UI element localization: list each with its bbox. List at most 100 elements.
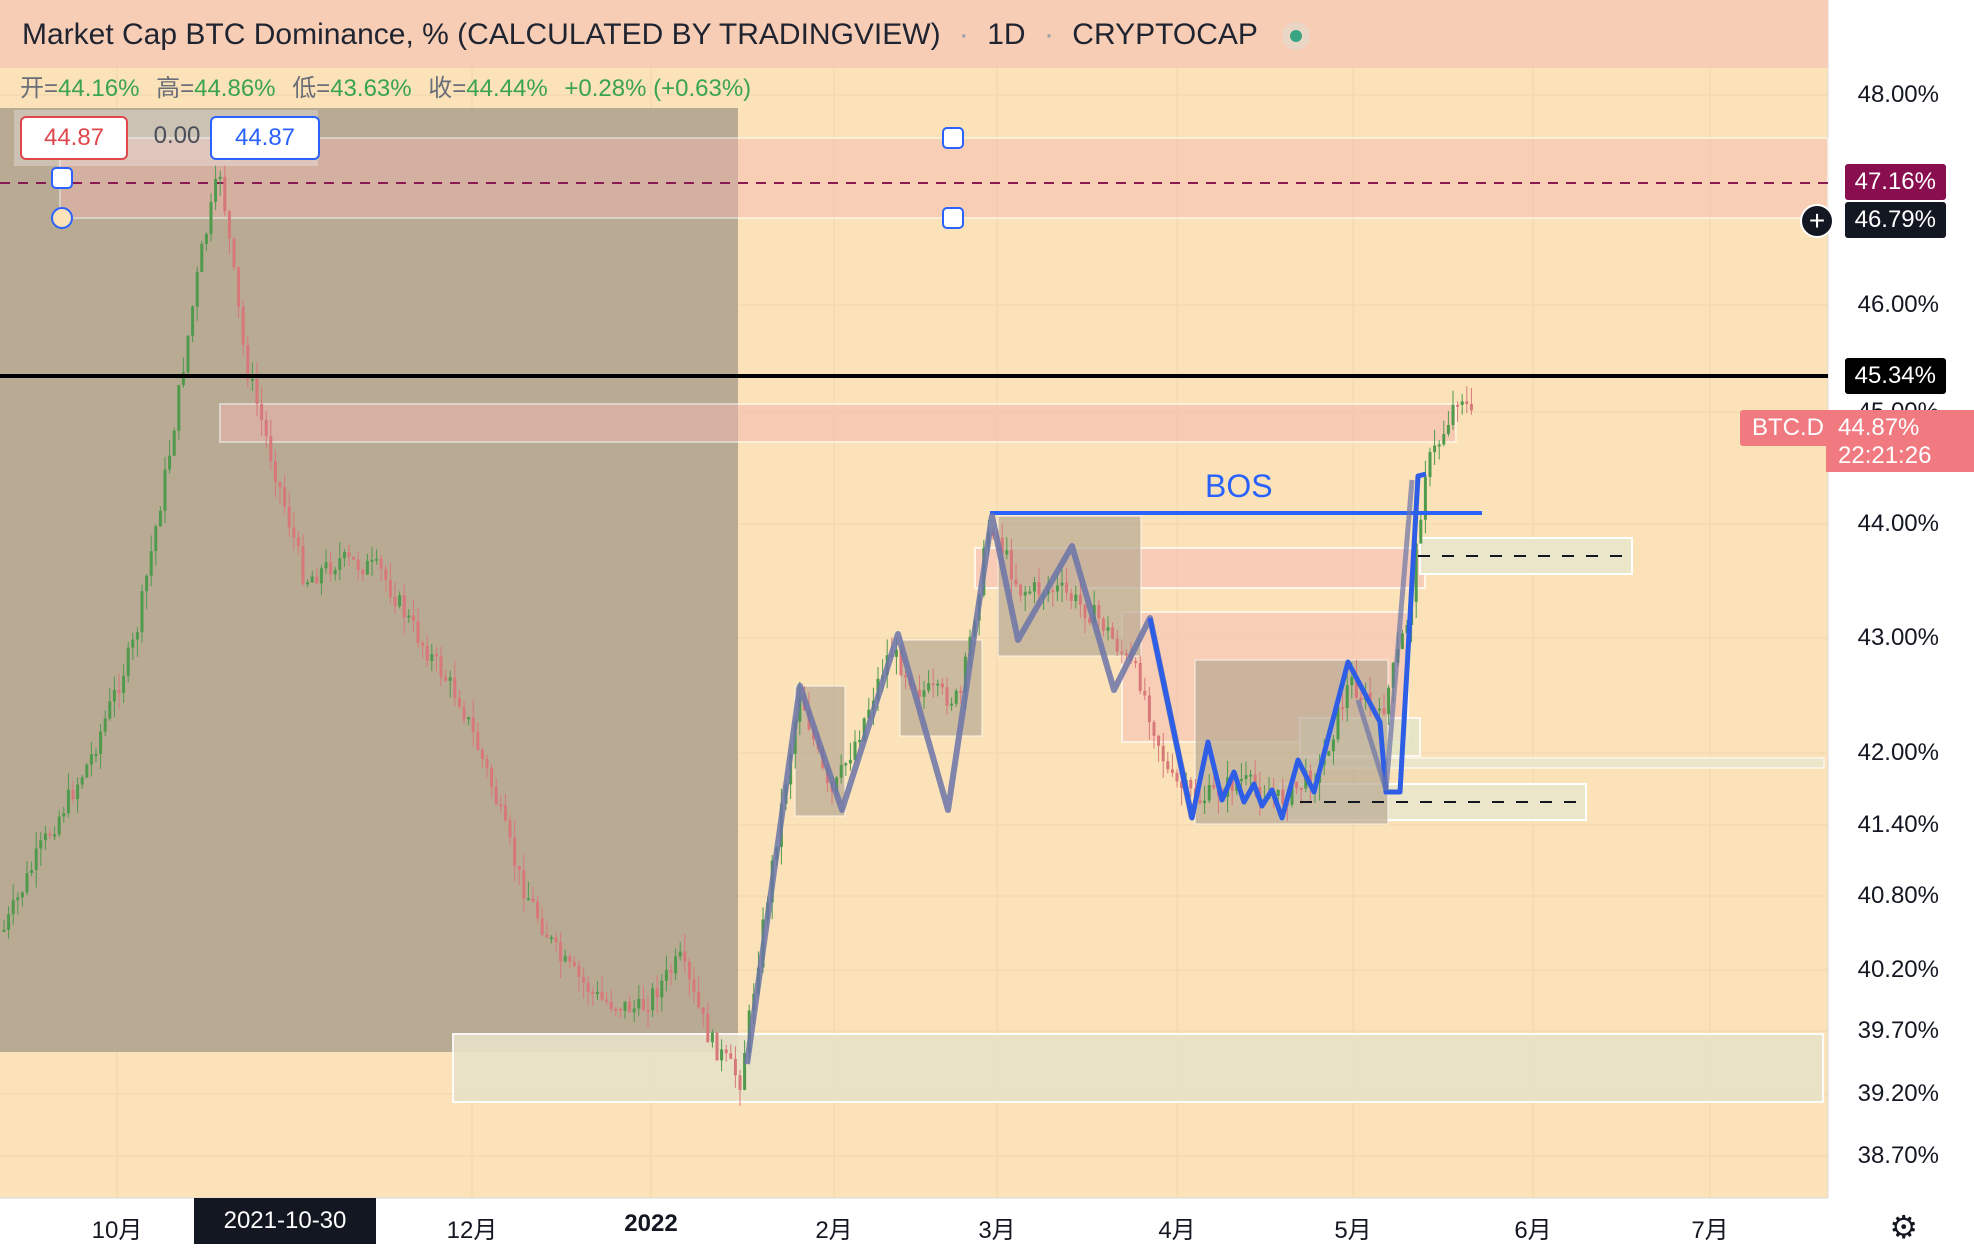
candle-body xyxy=(287,506,291,528)
candle-body xyxy=(1456,404,1460,407)
measure-left-value[interactable]: 44.87 xyxy=(20,116,128,160)
candle-body xyxy=(609,1001,613,1009)
zigzag-path-gray[interactable] xyxy=(744,513,1195,1065)
candle-body xyxy=(839,764,843,778)
low-value: 43.63% xyxy=(330,75,412,102)
candle-body xyxy=(158,510,162,527)
candle-body xyxy=(623,1001,627,1011)
candle-body xyxy=(425,645,429,661)
candle-body xyxy=(1120,651,1124,654)
candle-body xyxy=(329,562,333,575)
chart-legend[interactable]: Market Cap BTC Dominance, % (CALCULATED … xyxy=(22,18,1320,52)
candle-body xyxy=(462,707,466,720)
candle-body xyxy=(209,201,213,234)
candle-body xyxy=(306,582,310,585)
candle-body xyxy=(1442,434,1446,445)
candle-body xyxy=(586,982,590,992)
candle-body xyxy=(945,687,949,706)
candle-body xyxy=(324,562,328,569)
candle-body xyxy=(356,559,360,570)
candle-body xyxy=(1299,787,1303,790)
candle-body xyxy=(301,545,305,584)
measure-handle-bottom-left[interactable] xyxy=(51,207,73,229)
measure-tool-labels[interactable]: 44.87 0.00 44.87 xyxy=(14,110,320,166)
candle-body xyxy=(453,677,457,698)
candle-body xyxy=(333,570,337,575)
candle-body xyxy=(191,306,195,336)
candle-body xyxy=(62,813,66,817)
price-tag-45-34: 45.34% xyxy=(1844,358,1946,394)
candle-body xyxy=(375,558,379,561)
candle-body xyxy=(936,683,940,686)
candle-body xyxy=(467,717,471,720)
supply-zone[interactable] xyxy=(219,403,1457,443)
candle-body xyxy=(1465,401,1469,405)
candle-body xyxy=(1327,751,1331,756)
candle-body xyxy=(664,969,668,981)
candle-body xyxy=(80,777,84,785)
candle-body xyxy=(237,267,241,308)
zigzag-path-blue[interactable] xyxy=(1147,471,1427,821)
measure-middle-value: 0.00 xyxy=(153,122,201,149)
top-resistance-zone xyxy=(0,0,1828,68)
candle-body xyxy=(94,754,98,757)
open-label: 开= xyxy=(20,75,59,102)
candle-body xyxy=(692,979,696,992)
time-axis-label: 7月 xyxy=(1691,1217,1729,1244)
candle-body xyxy=(393,596,397,607)
candle-body xyxy=(76,784,80,800)
candle-body xyxy=(858,739,862,742)
candle-body xyxy=(1249,774,1253,777)
candle-body xyxy=(16,897,20,901)
candle-body xyxy=(1350,677,1354,686)
measure-right-value[interactable]: 44.87 xyxy=(210,116,320,160)
candle-body xyxy=(43,833,47,841)
candle-body xyxy=(1074,594,1078,602)
candle-body xyxy=(1115,638,1119,652)
measure-handle-top-right[interactable] xyxy=(942,127,964,149)
candle-body xyxy=(646,1010,650,1013)
price-tag-46-79: 46.79% xyxy=(1844,202,1946,238)
zigzag-path-gray-2[interactable] xyxy=(1355,479,1415,791)
candle-body xyxy=(264,419,268,436)
candle-body xyxy=(384,568,388,580)
candle-body xyxy=(471,717,475,732)
candle-body xyxy=(117,689,121,693)
time-axis-label: 2月 xyxy=(815,1217,853,1244)
chart-settings-gear-icon[interactable]: ⚙ xyxy=(1889,1209,1918,1245)
candle-body xyxy=(1203,800,1207,804)
candle-body xyxy=(1230,777,1234,792)
candle-body xyxy=(379,558,383,569)
candle-body xyxy=(1152,722,1156,736)
candle-body xyxy=(710,1032,714,1043)
candle-body xyxy=(931,683,935,686)
measure-handle-top-left[interactable] xyxy=(51,167,73,189)
candle-body xyxy=(508,820,512,838)
candle-body xyxy=(347,551,351,557)
price-axis-label: 39.20% xyxy=(1857,1080,1939,1107)
time-axis-label: 4月 xyxy=(1158,1217,1196,1244)
candle-body xyxy=(310,576,314,583)
candle-body xyxy=(1051,590,1055,593)
candle-body xyxy=(154,526,158,552)
add-alert-plus-icon[interactable]: + xyxy=(1800,204,1834,238)
candle-body xyxy=(292,527,296,538)
resistance-zone-top[interactable] xyxy=(59,137,1829,219)
candle-body xyxy=(632,1008,636,1013)
demand-zone-bottom[interactable] xyxy=(452,1033,1824,1103)
candle-body xyxy=(278,482,282,488)
candle-body xyxy=(1239,779,1243,782)
time-axis-label: 6月 xyxy=(1514,1217,1552,1244)
gray-range-box[interactable] xyxy=(0,108,738,1052)
candle-body xyxy=(848,759,852,764)
candle-body xyxy=(1097,604,1101,619)
candle-body xyxy=(402,595,406,618)
measure-handle-bottom-right[interactable] xyxy=(942,207,964,229)
last-price-tag: 44.87% 22:21:26 xyxy=(1826,410,1974,472)
candle-body xyxy=(1359,697,1363,701)
candle-body xyxy=(269,435,273,461)
candle-body xyxy=(614,1008,618,1011)
candle-body xyxy=(1331,739,1335,752)
candle-body xyxy=(1009,550,1013,580)
